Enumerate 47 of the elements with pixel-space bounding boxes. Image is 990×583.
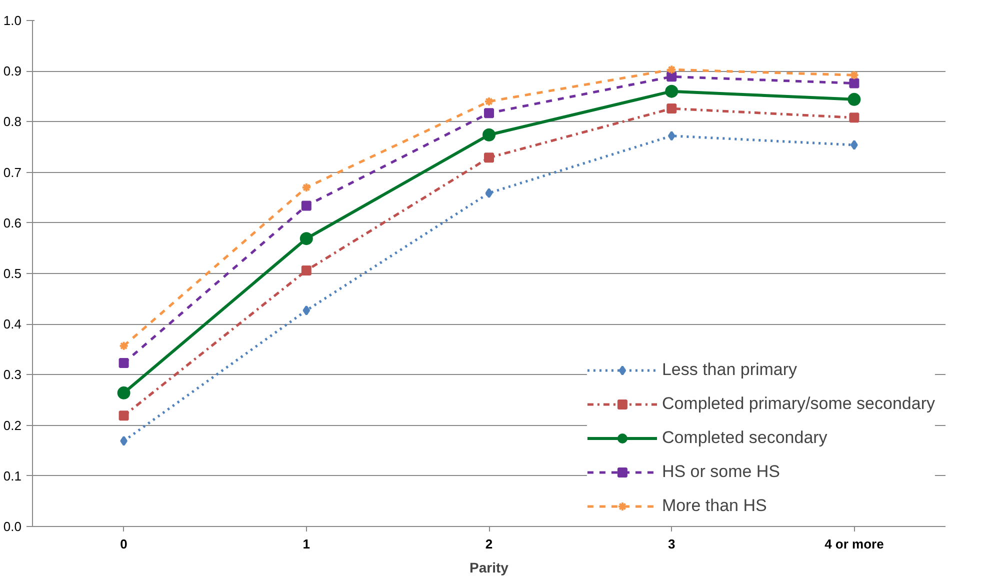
point: [118, 358, 129, 368]
point: [668, 130, 676, 141]
y-tick-label: 0.1: [3, 468, 22, 484]
point: [301, 200, 312, 211]
legend-label: Less than primary: [662, 360, 798, 380]
x-tick-label: 0: [120, 536, 128, 552]
legend-label: Completed secondary: [662, 428, 828, 448]
point: [301, 265, 312, 276]
x-tick-label: 2: [485, 536, 493, 552]
point: [300, 232, 313, 246]
x-tick-label: 4 or more: [824, 536, 884, 552]
legend-label: Completed primary/some secondary: [662, 394, 935, 414]
legend-label: HS or some HS: [662, 462, 780, 482]
y-tick-label: 0.4: [3, 316, 22, 332]
x-tick-label: 3: [668, 536, 676, 552]
point: [485, 188, 493, 198]
point: [665, 84, 678, 98]
point: [849, 78, 860, 88]
y-tick-label: 0.9: [3, 64, 22, 79]
x-tick-label: 1: [302, 536, 310, 552]
point: [666, 64, 677, 75]
point: [482, 128, 496, 142]
point: [484, 108, 494, 118]
point: [118, 340, 129, 351]
point: [484, 152, 494, 163]
y-tick-label: 0.5: [3, 266, 22, 281]
point: [849, 70, 860, 80]
point: [120, 436, 128, 446]
y-tick-label: 0.2: [3, 418, 22, 433]
y-tick-label: 1.0: [3, 13, 22, 28]
point: [850, 140, 858, 150]
y-tick-label: 0.8: [3, 114, 22, 130]
point: [118, 410, 129, 421]
point: [848, 92, 861, 106]
y-tick-label: 0.7: [3, 164, 22, 180]
y-tick-label: 0.6: [3, 215, 22, 230]
point: [301, 182, 312, 192]
point: [666, 104, 677, 114]
point: [484, 96, 494, 106]
legend-label: More than HS: [662, 496, 767, 516]
y-tick-label: 0.0: [3, 519, 22, 534]
x-axis-title: Parity: [470, 560, 509, 576]
point: [117, 386, 130, 400]
y-tick-label: 0.3: [3, 367, 22, 382]
point: [666, 72, 677, 82]
point: [302, 305, 310, 316]
point: [849, 112, 860, 123]
